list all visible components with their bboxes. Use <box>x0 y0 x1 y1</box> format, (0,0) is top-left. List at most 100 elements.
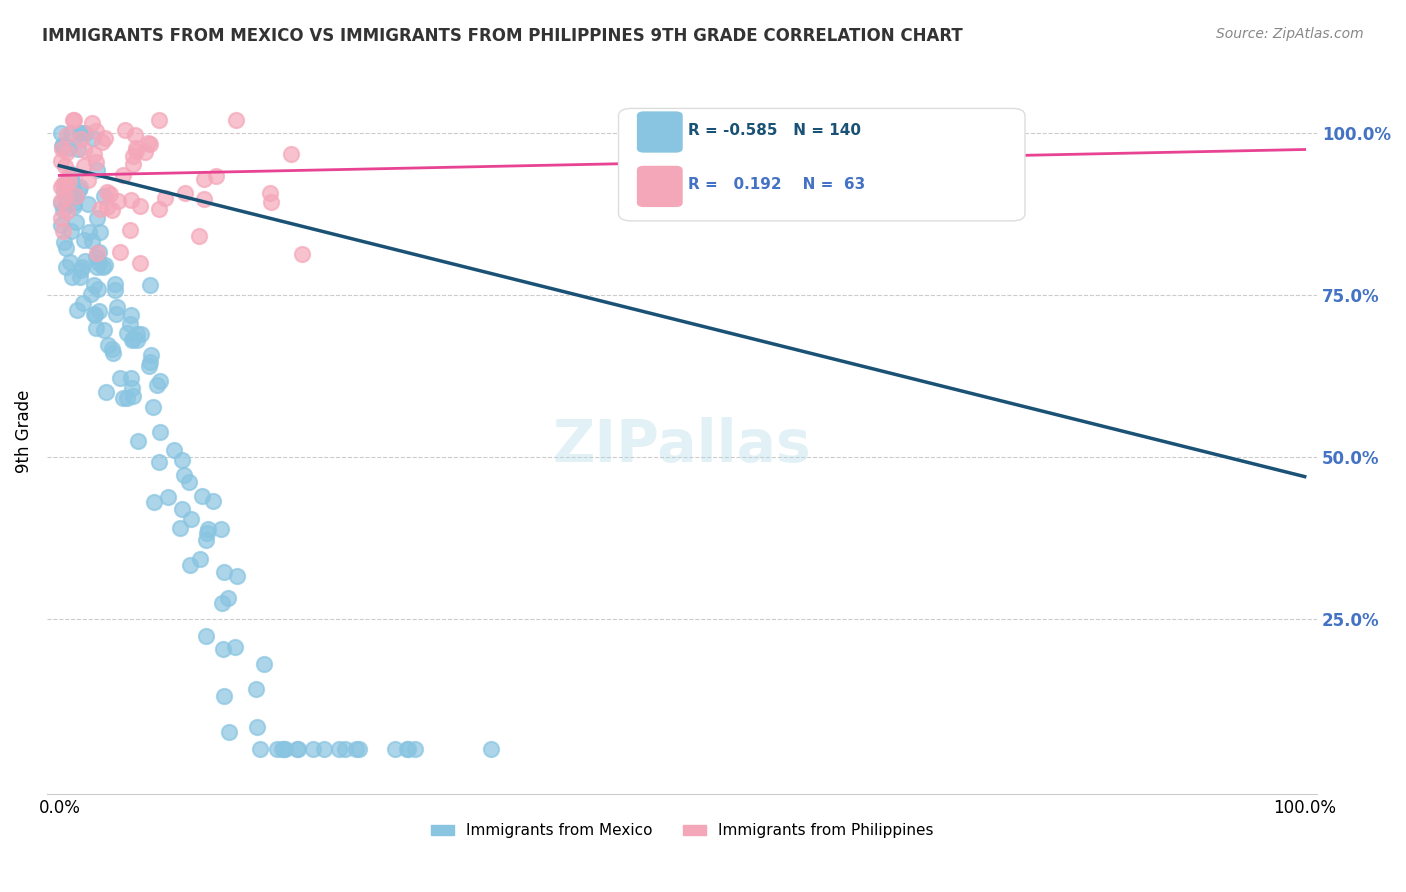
Immigrants from Mexico <box>104 277 127 291</box>
Immigrants from Philippines <box>77 173 100 187</box>
Immigrants from Philippines <box>96 186 118 200</box>
Immigrants from Mexico <box>72 296 94 310</box>
Immigrants from Mexico <box>65 189 87 203</box>
Text: R =   0.192    N =  63: R = 0.192 N = 63 <box>689 178 866 192</box>
Immigrants from Philippines <box>139 137 162 152</box>
Immigrants from Philippines <box>51 154 73 169</box>
Immigrants from Philippines <box>53 178 76 192</box>
Immigrants from Mexico <box>384 741 406 756</box>
Immigrants from Mexico <box>55 241 77 255</box>
Immigrants from Philippines <box>138 136 160 151</box>
Immigrants from Mexico <box>121 381 143 395</box>
Immigrants from Philippines <box>69 132 91 146</box>
Immigrants from Philippines <box>121 149 143 163</box>
Immigrants from Mexico <box>77 225 100 239</box>
Immigrants from Mexico <box>87 282 110 296</box>
Immigrants from Mexico <box>188 552 211 566</box>
Immigrants from Mexico <box>253 657 276 672</box>
Immigrants from Philippines <box>73 143 96 157</box>
Immigrants from Mexico <box>58 141 80 155</box>
Immigrants from Mexico <box>266 741 288 756</box>
Immigrants from Philippines <box>125 141 148 155</box>
Immigrants from Mexico <box>195 526 218 541</box>
Immigrants from Mexico <box>333 741 356 756</box>
Immigrants from Mexico <box>60 181 83 195</box>
Immigrants from Mexico <box>212 689 235 703</box>
Immigrants from Mexico <box>83 277 105 292</box>
Immigrants from Mexico <box>179 475 201 489</box>
Immigrants from Philippines <box>174 186 197 201</box>
Immigrants from Mexico <box>479 741 502 756</box>
Immigrants from Philippines <box>148 202 170 216</box>
Immigrants from Mexico <box>211 596 233 610</box>
Immigrants from Mexico <box>212 565 235 579</box>
Immigrants from Mexico <box>217 591 239 605</box>
Immigrants from Mexico <box>226 569 249 583</box>
Immigrants from Mexico <box>86 251 108 265</box>
Immigrants from Philippines <box>49 211 72 225</box>
Immigrants from Mexico <box>212 642 235 657</box>
Immigrants from Mexico <box>131 326 153 341</box>
Immigrants from Mexico <box>139 348 162 362</box>
Immigrants from Philippines <box>98 186 121 201</box>
Immigrants from Mexico <box>104 283 127 297</box>
Immigrants from Philippines <box>84 124 107 138</box>
Immigrants from Philippines <box>224 113 246 128</box>
Immigrants from Mexico <box>69 180 91 194</box>
Immigrants from Philippines <box>83 146 105 161</box>
Immigrants from Philippines <box>56 145 79 159</box>
Legend: Immigrants from Mexico, Immigrants from Philippines: Immigrants from Mexico, Immigrants from … <box>425 817 939 845</box>
Immigrants from Mexico <box>70 260 93 274</box>
Immigrants from Mexico <box>51 137 73 152</box>
Text: ZIPallas: ZIPallas <box>553 417 811 475</box>
Immigrants from Philippines <box>280 147 302 161</box>
Immigrants from Mexico <box>142 495 165 509</box>
Immigrants from Mexico <box>87 245 110 260</box>
Immigrants from Philippines <box>114 122 136 136</box>
Immigrants from Philippines <box>49 194 72 208</box>
Immigrants from Philippines <box>84 154 107 169</box>
Immigrants from Philippines <box>259 186 281 201</box>
Immigrants from Philippines <box>108 245 131 260</box>
Immigrants from Mexico <box>163 443 186 458</box>
Text: Source: ZipAtlas.com: Source: ZipAtlas.com <box>1216 27 1364 41</box>
Immigrants from Mexico <box>169 521 191 535</box>
Immigrants from Philippines <box>49 180 72 194</box>
Immigrants from Philippines <box>148 113 170 128</box>
Immigrants from Mexico <box>59 126 82 140</box>
Immigrants from Mexico <box>49 218 72 232</box>
Immigrants from Mexico <box>138 359 160 374</box>
Immigrants from Mexico <box>52 184 75 198</box>
Immigrants from Philippines <box>291 247 314 261</box>
Immigrants from Mexico <box>224 640 246 654</box>
Immigrants from Philippines <box>51 142 73 156</box>
Immigrants from Philippines <box>58 168 80 182</box>
Immigrants from Mexico <box>156 490 179 504</box>
Immigrants from Mexico <box>122 332 145 346</box>
Immigrants from Mexico <box>56 194 79 208</box>
Immigrants from Mexico <box>108 371 131 385</box>
Immigrants from Philippines <box>112 168 135 182</box>
Immigrants from Mexico <box>127 327 149 342</box>
Immigrants from Philippines <box>193 172 215 186</box>
Text: R = -0.585   N = 140: R = -0.585 N = 140 <box>689 123 862 137</box>
Immigrants from Mexico <box>191 490 214 504</box>
Immigrants from Mexico <box>84 321 107 335</box>
Immigrants from Mexico <box>69 126 91 140</box>
Immigrants from Philippines <box>205 169 228 184</box>
Immigrants from Mexico <box>245 682 267 697</box>
Immigrants from Mexico <box>65 214 87 228</box>
Immigrants from Mexico <box>84 308 107 322</box>
Immigrants from Mexico <box>82 131 104 145</box>
Immigrants from Mexico <box>246 720 269 734</box>
Immigrants from Mexico <box>55 260 77 275</box>
Immigrants from Mexico <box>82 234 104 248</box>
Immigrants from Mexico <box>121 333 143 347</box>
Immigrants from Philippines <box>187 228 209 243</box>
Immigrants from Mexico <box>125 333 148 347</box>
Immigrants from Mexico <box>67 183 90 197</box>
Immigrants from Mexico <box>396 741 419 756</box>
Immigrants from Mexico <box>69 270 91 285</box>
Immigrants from Mexico <box>145 378 167 392</box>
Immigrants from Mexico <box>75 126 97 140</box>
